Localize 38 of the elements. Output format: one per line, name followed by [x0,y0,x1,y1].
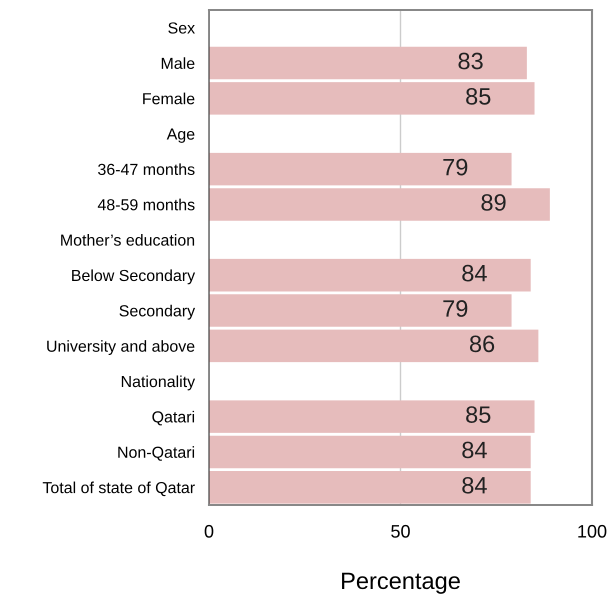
data-label: 84 [462,264,487,282]
y-tick-label: Secondary [119,304,196,320]
data-label: 85 [466,406,490,423]
bar [209,400,535,433]
y-tick-label: 36-47 months [98,163,195,176]
data-label: 84 [462,476,487,494]
bar [209,82,535,115]
data-label: 86 [470,336,494,352]
data-label: 85 [466,88,490,105]
y-tick-label: Non-Qatari [118,446,194,461]
data-label: 79 [443,300,468,317]
data-label: 83 [458,52,483,70]
data-label: 79 [443,158,468,176]
y-tick-label: Mother’s education [61,234,194,246]
y-tick-label: Below Secondary [72,269,196,284]
x-tick-label: 0 [204,524,214,538]
bar [209,436,531,468]
x-tick-label: 100 [578,524,606,538]
y-tick-label: Sex [168,22,195,34]
x-axis-title: Percentage [342,572,460,594]
y-tick-label: Female [143,92,194,104]
bar [209,294,512,327]
data-label: 84 [462,442,487,458]
bar [209,471,531,504]
x-tick-label: 50 [391,524,410,538]
y-tick-label: 48-59 months [98,198,195,210]
bar [209,152,512,186]
data-label: 89 [481,194,506,211]
bar [209,258,531,292]
y-tick-label: Total of state of Qatar [42,482,195,496]
y-tick-label: Male [162,57,194,69]
bar [209,188,550,221]
y-tick-label: Nationality [122,375,196,390]
y-tick-label: Qatari [152,410,194,426]
bar [209,330,538,362]
y-tick-label: Age [166,128,194,143]
bar [209,46,527,80]
y-tick-label: University and above [47,340,194,355]
